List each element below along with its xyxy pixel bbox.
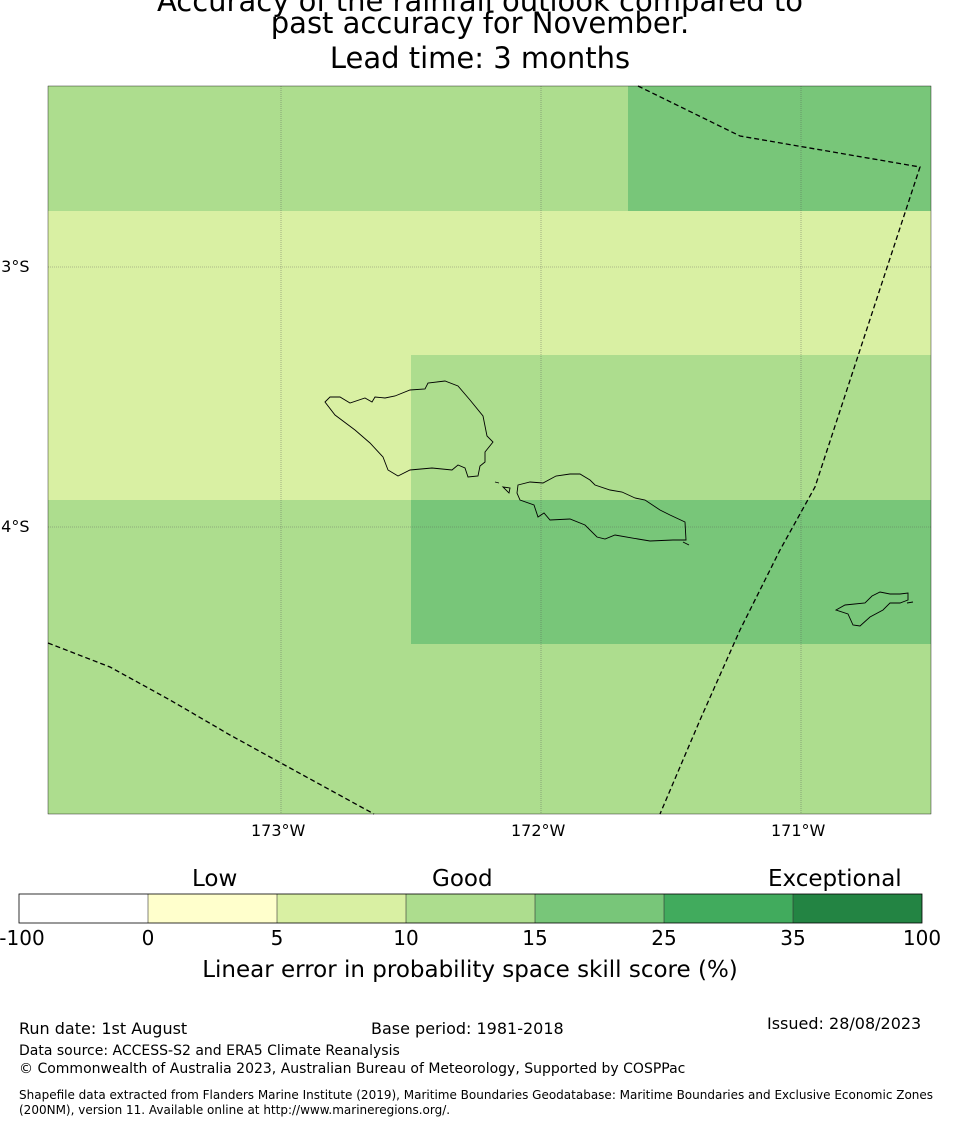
colorbar-tick-label: 25 bbox=[651, 926, 677, 950]
colorbar-category-good: Good bbox=[432, 866, 493, 892]
grid-cell bbox=[48, 86, 628, 211]
colorbar-segment bbox=[664, 894, 793, 923]
coastline bbox=[324, 380, 914, 627]
upolu-island-outline bbox=[516, 473, 687, 542]
colorbar-tick-label: 15 bbox=[522, 926, 548, 950]
savaii-island-outline bbox=[324, 380, 494, 478]
lon-label-173w: 173°W bbox=[251, 821, 306, 840]
base-period: Base period: 1981-2018 bbox=[371, 1019, 564, 1038]
lon-label-172w: 172°W bbox=[511, 821, 566, 840]
colorbar-segment bbox=[19, 894, 148, 923]
issued-date: Issued: 28/08/2023 bbox=[767, 1014, 922, 1033]
grid-cell bbox=[48, 500, 411, 644]
colorbar-tick-label: 100 bbox=[902, 926, 942, 950]
map-title-line-1: Accuracy of the rainfall outlook compare… bbox=[156, 0, 804, 18]
graticule bbox=[48, 86, 931, 814]
colorbar-tick-label: 0 bbox=[141, 926, 155, 950]
grid-cell bbox=[48, 211, 931, 355]
grid-cell bbox=[48, 644, 931, 814]
colorbar-label: Linear error in probability space skill … bbox=[202, 957, 738, 983]
colorbar-tick-label: -100 bbox=[0, 926, 45, 950]
shapefile-credit: Shapefile data extracted from Flanders M… bbox=[19, 1088, 934, 1117]
colorbar-tick-label: 5 bbox=[270, 926, 284, 950]
lat-label-13s: 13°S bbox=[0, 257, 30, 276]
colorbar-tick-label: 10 bbox=[393, 926, 419, 950]
nuulua-islet-outline bbox=[682, 541, 690, 546]
map-title-line-2: past accuracy for November. bbox=[270, 6, 690, 40]
lat-label-14s: 14°S bbox=[0, 517, 30, 536]
grid-cell bbox=[48, 355, 411, 500]
apolima-island-outline bbox=[494, 481, 500, 484]
map-frame bbox=[47, 85, 932, 815]
colorbar-segment bbox=[277, 894, 406, 923]
grid-cell bbox=[411, 500, 931, 644]
aunuu-islet-outline bbox=[906, 601, 914, 604]
copyright-notice: © Commonwealth of Australia 2023, Austra… bbox=[19, 1061, 686, 1077]
run-date: Run date: 1st August bbox=[19, 1019, 188, 1038]
colorbar bbox=[18, 893, 923, 924]
manono-island-outline bbox=[501, 486, 511, 494]
colorbar-segment bbox=[793, 894, 922, 923]
map-title-line-3: Lead time: 3 months bbox=[329, 41, 631, 75]
colorbar-tick-label: 35 bbox=[780, 926, 806, 950]
grid-cell bbox=[411, 355, 931, 500]
colorbar-segment bbox=[535, 894, 664, 923]
grid-cell bbox=[628, 86, 931, 211]
colorbar-segment bbox=[148, 894, 277, 923]
colorbar-category-low: Low bbox=[192, 866, 238, 892]
colorbar-segment bbox=[406, 894, 535, 923]
colorbar-category-exceptional: Exceptional bbox=[768, 866, 902, 892]
data-source: Data source: ACCESS-S2 and ERA5 Climate … bbox=[19, 1043, 400, 1059]
maritime-boundary bbox=[47, 85, 921, 815]
tutuila-island-outline bbox=[834, 591, 909, 627]
lon-label-171w: 171°W bbox=[771, 821, 826, 840]
